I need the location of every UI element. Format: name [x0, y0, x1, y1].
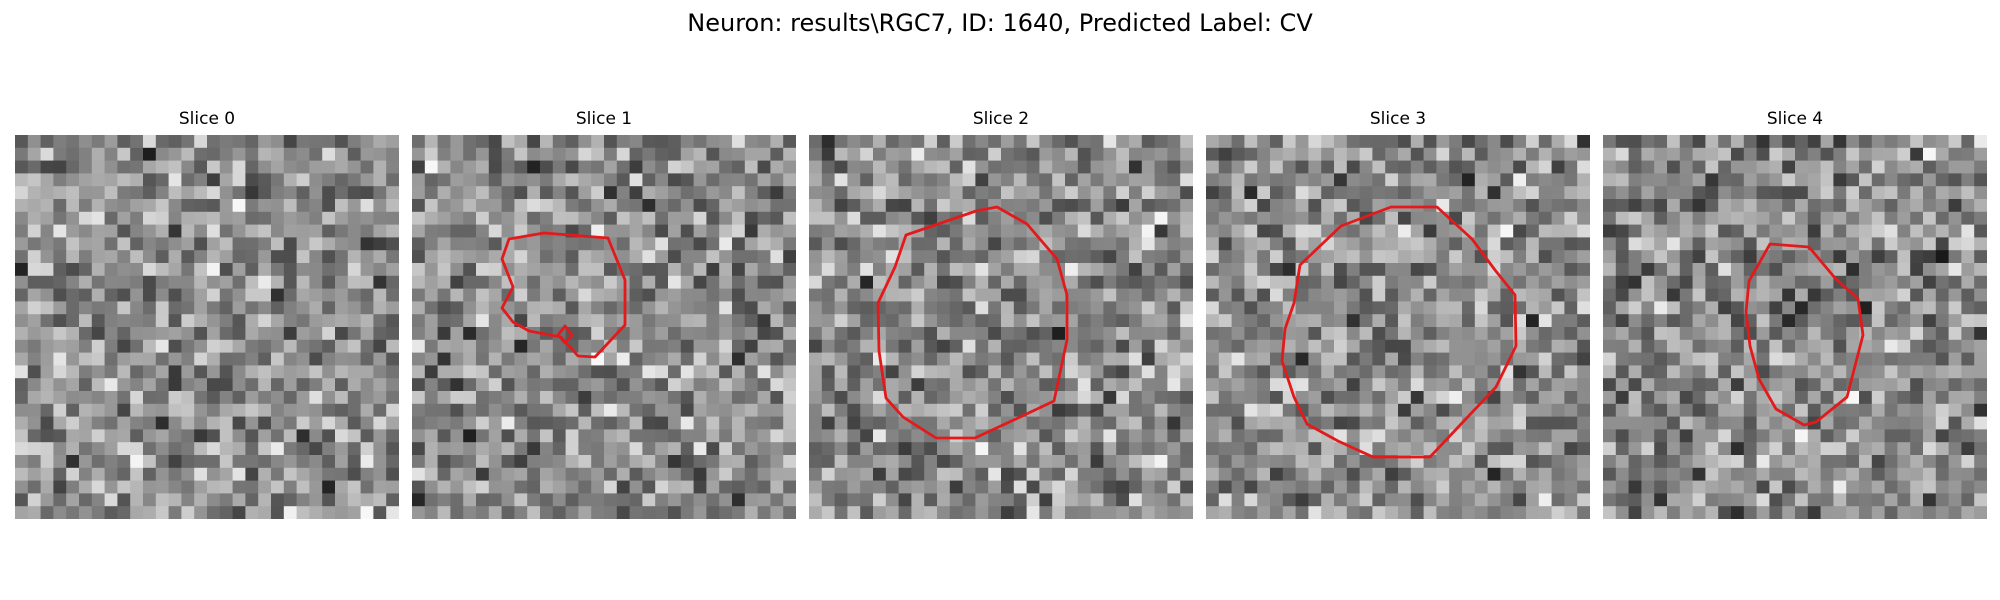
pixel-grid	[15, 135, 399, 519]
slice-image	[1603, 135, 1987, 519]
slice-image	[1206, 135, 1590, 519]
slice-image	[809, 135, 1193, 519]
figure-title: Neuron: results\RGC7, ID: 1640, Predicte…	[687, 9, 1313, 37]
slice-title: Slice 2	[972, 109, 1030, 129]
slice-panel-0: Slice 0	[15, 108, 399, 520]
slice-image	[412, 135, 796, 519]
roi-contour	[1280, 205, 1518, 459]
slice-panel-1: Slice 1	[412, 108, 796, 520]
slice-title: Slice 0	[178, 109, 236, 129]
slice-panel-2: Slice 2	[809, 108, 1193, 520]
slice-panel-4: Slice 4	[1603, 108, 1987, 520]
roi-contour	[500, 231, 627, 359]
roi-contour	[1744, 242, 1865, 427]
slice-panel-3: Slice 3	[1206, 108, 1590, 520]
pixel-grid	[412, 135, 796, 519]
slice-title: Slice 1	[575, 109, 633, 129]
roi-contour	[876, 205, 1069, 440]
slice-title: Slice 4	[1766, 109, 1824, 129]
pixel-grid	[1206, 135, 1590, 519]
pixel-grid	[1603, 135, 1987, 519]
slice-title: Slice 3	[1369, 109, 1427, 129]
slice-image	[15, 135, 399, 519]
pixel-grid	[809, 135, 1193, 519]
